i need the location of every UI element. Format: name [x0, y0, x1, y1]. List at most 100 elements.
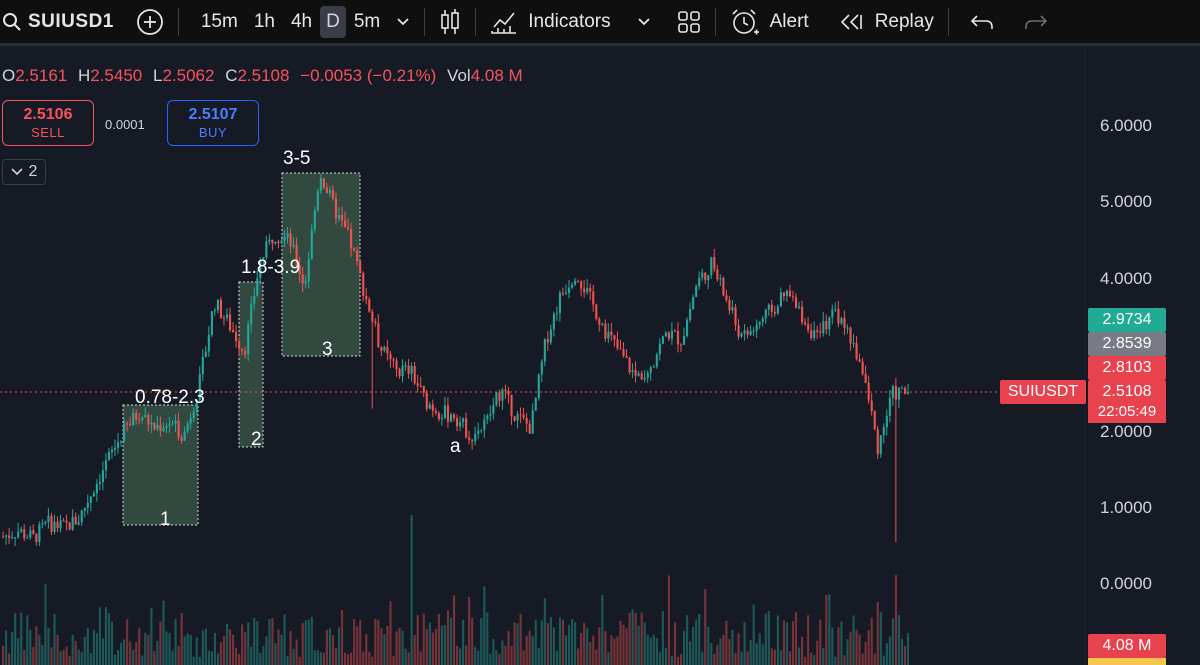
volume-bar	[17, 638, 20, 665]
layouts-button[interactable]	[677, 0, 701, 45]
volume-bar	[174, 619, 177, 665]
volume-bar	[425, 629, 428, 665]
candle-body	[331, 190, 335, 199]
candle-body	[192, 411, 195, 419]
volume-bar	[755, 643, 758, 665]
candle-body	[292, 244, 295, 247]
indicators-button[interactable]: Indicators	[490, 0, 650, 45]
volume-bar	[683, 630, 686, 665]
candle-body	[422, 385, 425, 393]
volume-bar	[168, 633, 171, 665]
volume-bar	[622, 624, 625, 665]
volume-bar	[791, 621, 795, 665]
candle-body	[516, 414, 519, 421]
candle-body	[770, 304, 773, 312]
candle-body	[113, 447, 117, 450]
interval-1h[interactable]: 1h	[253, 10, 275, 32]
candle-body	[870, 400, 873, 412]
volume-bar	[95, 633, 98, 665]
candle-body	[222, 317, 226, 319]
volume-bar	[416, 615, 419, 665]
candle-body	[371, 311, 374, 322]
interval-d[interactable]: D	[320, 5, 346, 38]
volume-bar	[368, 651, 371, 665]
interval-15m[interactable]: 15m	[200, 10, 238, 32]
redo-button[interactable]	[1023, 0, 1049, 45]
volume-bar	[126, 619, 129, 665]
volume-bar	[422, 613, 425, 665]
volume-bar	[83, 636, 86, 665]
candle-body	[785, 290, 789, 297]
candle-body	[295, 244, 298, 266]
candle-body	[489, 413, 492, 416]
volume-bar	[540, 620, 543, 665]
candle-body	[722, 278, 725, 296]
volume-bar	[468, 596, 471, 665]
volume-bar	[413, 635, 416, 665]
volume-bar	[897, 614, 901, 665]
volume-bar	[11, 631, 14, 665]
candle-body	[286, 233, 289, 238]
alert-button[interactable]: Alert	[730, 0, 809, 45]
candle-body	[867, 382, 870, 401]
candle-body	[558, 292, 562, 314]
candle-body	[852, 343, 855, 345]
candle-body	[631, 370, 634, 373]
low-label: L	[152, 66, 163, 85]
volume-bar	[867, 630, 870, 665]
volume-bar	[56, 634, 59, 665]
volume-bar	[770, 648, 773, 665]
volume-bar	[253, 617, 256, 665]
sell-button[interactable]: 2.5106 SELL	[2, 100, 94, 146]
plus-circle-icon	[136, 8, 163, 35]
legend-collapse-button[interactable]: 2	[2, 159, 46, 185]
volume-bar	[5, 630, 8, 665]
volume-bar	[513, 622, 516, 665]
volume-bar	[655, 638, 658, 665]
open-label: O	[2, 66, 16, 85]
volume-bar	[229, 629, 232, 665]
candle-body	[483, 419, 486, 430]
volume-bar	[35, 626, 38, 665]
candle-body	[344, 220, 347, 228]
candle-body	[492, 405, 495, 414]
volume-bar	[843, 655, 846, 665]
wave-a-label: a	[450, 436, 461, 457]
volume-bar	[831, 627, 834, 665]
symbol-search[interactable]: SUIUSD1	[0, 0, 114, 45]
replay-label: Replay	[874, 10, 934, 32]
candle-body	[707, 275, 710, 281]
undo-button[interactable]	[969, 0, 995, 45]
chart-type-button[interactable]	[439, 0, 461, 45]
candle-body	[147, 415, 150, 425]
interval-5m[interactable]: 5m	[353, 10, 381, 32]
candle-body	[779, 292, 782, 307]
interval-dropdown[interactable]	[396, 0, 410, 45]
candle-body	[522, 414, 525, 418]
buy-button[interactable]: 2.5107 BUY	[167, 100, 259, 146]
volume-bar	[807, 615, 810, 665]
volume-bar	[113, 654, 117, 665]
volume-bar	[132, 649, 135, 665]
add-symbol-button[interactable]	[136, 0, 164, 45]
volume-bar	[98, 607, 101, 665]
candle-body	[141, 417, 144, 421]
candle-body	[794, 296, 798, 309]
interval-4h[interactable]: 4h	[290, 10, 313, 32]
candle-body	[325, 187, 328, 193]
volume-value: 4.08 M	[470, 66, 523, 85]
volume-bar	[870, 617, 873, 665]
candle-body	[26, 537, 29, 539]
candle-body	[537, 374, 540, 399]
volume-bar	[235, 647, 238, 665]
volume-bar	[68, 656, 71, 665]
replay-button[interactable]: Replay	[839, 0, 934, 45]
candle-body	[764, 309, 767, 319]
candle-body	[837, 309, 840, 324]
candle-body	[92, 493, 95, 497]
candle-body	[71, 516, 74, 530]
candle-body	[180, 437, 183, 441]
volume-bar	[701, 651, 704, 665]
candle-body	[244, 350, 247, 355]
